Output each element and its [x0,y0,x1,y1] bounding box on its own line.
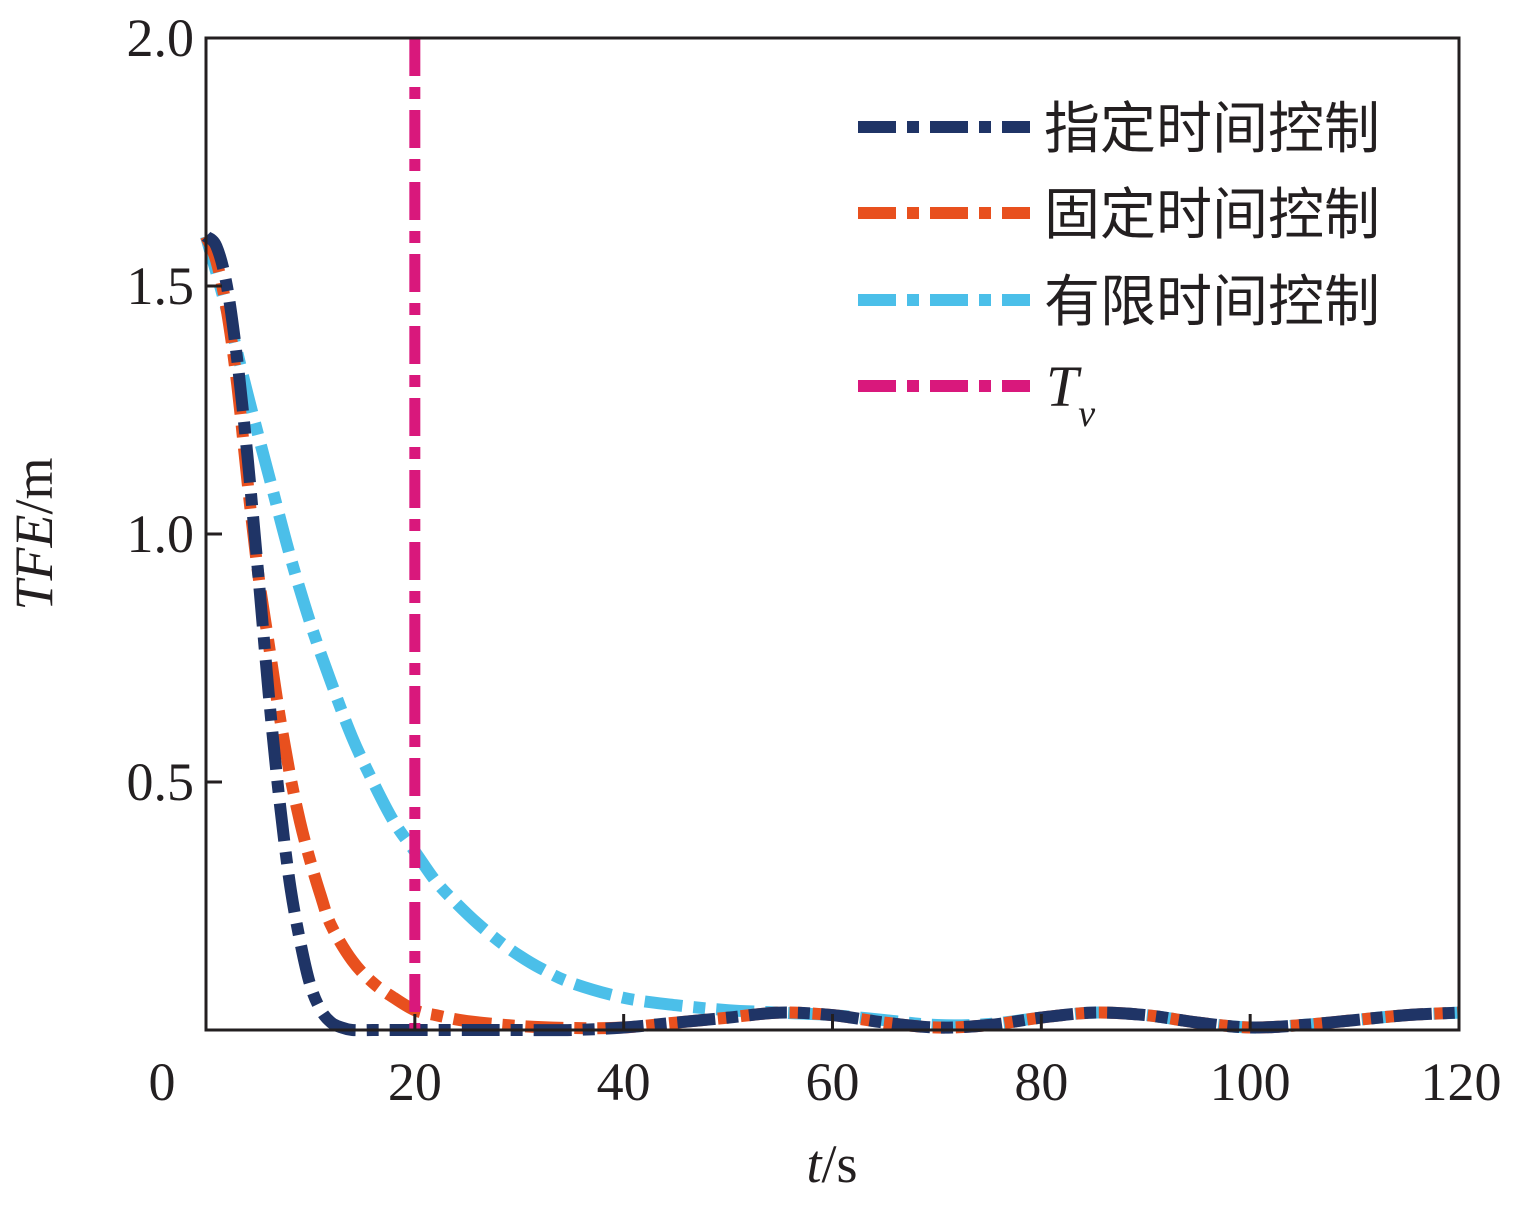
y-tick-label: 1.0 [127,504,195,564]
legend-label-0: 指定时间控制 [1044,97,1380,162]
x-tick-label: 100 [1210,1052,1291,1112]
series-line-2 [200,234,1460,1034]
series-layer [200,38,1460,1037]
legend-label-2: 有限时间控制 [1044,270,1380,335]
y-tick-label: 0.5 [127,752,195,812]
y-axis-unit: /m [4,457,64,514]
series-line-0 [201,231,1460,1037]
y-axis-var: TFE [4,514,64,610]
legend-label-3: Tv [1046,354,1095,435]
x-axis-unit: /s [821,1134,857,1194]
legend-label-3-sub: v [1078,393,1095,435]
x-tick-label: 0 [149,1052,176,1112]
x-tick-label: 40 [597,1052,651,1112]
x-axis-title: t/s [806,1134,857,1194]
labels-layer: t/s TFE/m [4,457,858,1194]
legend: 指定时间控制 固定时间控制 有限时间控制 Tv [858,97,1380,435]
series-line-1 [200,233,1460,1035]
y-tick-label: 1.5 [127,256,195,316]
y-axis-title: TFE/m [4,457,64,610]
y-tick-label: 2.0 [127,8,195,68]
x-tick-label: 60 [806,1052,860,1112]
legend-label-3-main: T [1046,354,1082,419]
legend-label-1: 固定时间控制 [1044,183,1380,248]
x-tick-label: 120 [1421,1052,1502,1112]
x-tick-label: 20 [388,1052,442,1112]
x-axis-var: t [806,1134,823,1194]
x-tick-label: 80 [1014,1052,1068,1112]
ticks-layer: 0.5 1.0 1.5 2.0 0 20 40 60 80 100 120 [127,8,1502,1112]
